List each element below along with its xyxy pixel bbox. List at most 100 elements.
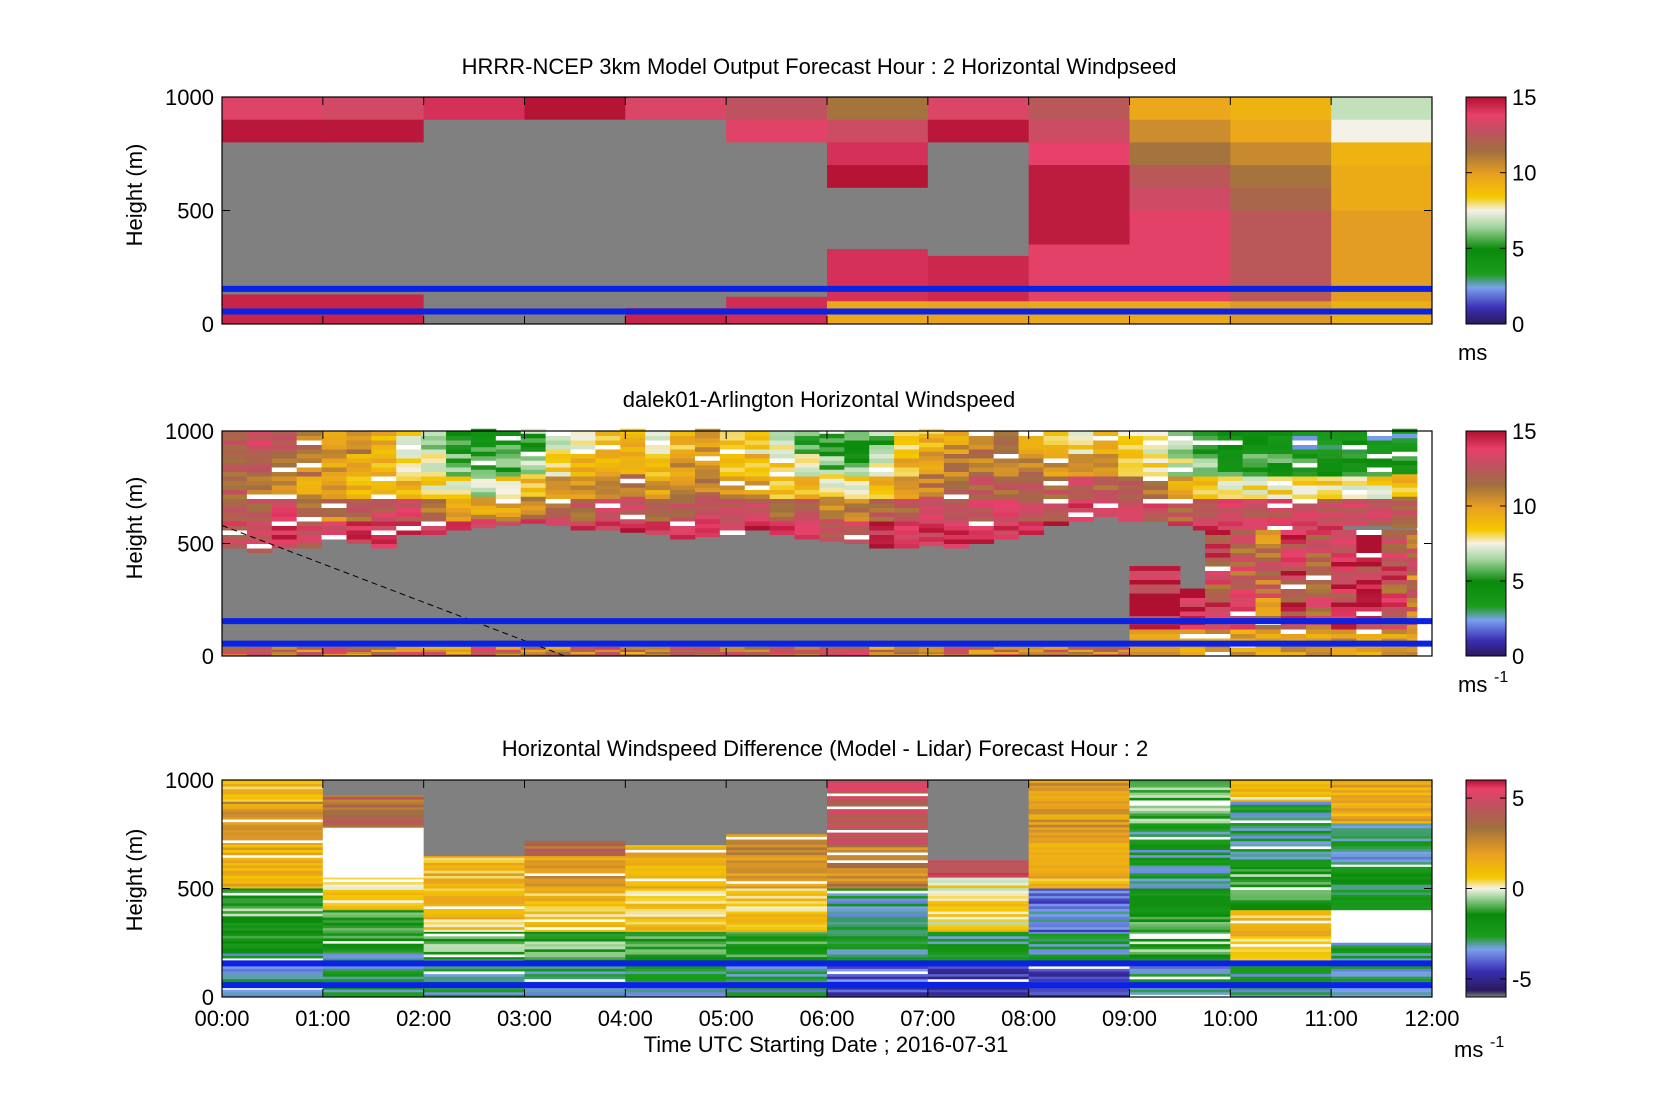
heatmap-cell xyxy=(495,489,522,495)
heatmap-cell xyxy=(844,480,870,486)
heatmap-cell xyxy=(1230,884,1332,888)
heatmap-cell xyxy=(1167,453,1194,459)
heatmap-cell xyxy=(570,444,596,450)
heatmap-cell xyxy=(1331,534,1357,540)
heatmap-cell xyxy=(1391,514,1418,520)
heatmap-cell xyxy=(222,530,248,535)
heatmap-cell xyxy=(726,986,828,990)
heatmap-cell xyxy=(246,530,273,535)
heatmap-cell xyxy=(625,870,727,874)
heatmap-cell xyxy=(446,512,472,517)
heatmap-cell xyxy=(1292,435,1318,441)
heatmap-cell xyxy=(694,523,721,529)
heatmap-cell xyxy=(719,485,746,490)
heatmap-cell xyxy=(322,849,425,853)
heatmap-cell xyxy=(1018,431,1044,436)
heatmap-cell xyxy=(993,503,1020,508)
heatmap-cell xyxy=(1292,485,1318,490)
heatmap-cell xyxy=(819,523,845,529)
heatmap-cell xyxy=(1230,925,1332,929)
heatmap-cell xyxy=(1356,647,1383,652)
heatmap-cell xyxy=(726,841,828,845)
heatmap-cell xyxy=(968,651,995,655)
heatmap-cell xyxy=(1230,994,1332,998)
heatmap-cell xyxy=(222,796,324,800)
heatmap-cell xyxy=(769,503,796,508)
heatmap-cell xyxy=(1331,633,1357,639)
heatmap-cell xyxy=(1028,885,1130,889)
heatmap-cell xyxy=(1205,633,1231,639)
heatmap-cell xyxy=(1331,561,1357,567)
heatmap-cell xyxy=(1406,611,1418,616)
heatmap-cell xyxy=(520,487,547,493)
heatmap-cell xyxy=(726,943,828,947)
heatmap-cell xyxy=(296,476,323,481)
heatmap-cell xyxy=(1205,530,1231,535)
heatmap-cell xyxy=(222,968,324,972)
heatmap-cell xyxy=(1331,957,1433,962)
missing-data-region xyxy=(322,780,425,796)
heatmap-cell xyxy=(719,449,746,454)
y-tick-label: 500 xyxy=(177,199,214,224)
heatmap-cell xyxy=(1381,557,1408,562)
heatmap-cell xyxy=(943,647,970,650)
heatmap-cell xyxy=(827,890,929,894)
heatmap-cell xyxy=(993,521,1020,526)
heatmap-cell xyxy=(927,97,1030,121)
heatmap-cell xyxy=(726,895,828,899)
heatmap-cell xyxy=(1255,593,1282,598)
heatmap-cell xyxy=(894,525,920,531)
heatmap-cell xyxy=(1305,575,1332,580)
heatmap-cell xyxy=(1391,433,1418,439)
heatmap-cell xyxy=(296,521,323,526)
heatmap-cell xyxy=(726,956,828,960)
heatmap-cell xyxy=(726,142,828,298)
heatmap-cell xyxy=(222,930,324,934)
heatmap-cell xyxy=(1018,516,1044,522)
heatmap-cell xyxy=(726,836,828,840)
y-tick-label: 500 xyxy=(177,532,214,557)
heatmap-cell xyxy=(421,453,447,459)
heatmap-cell xyxy=(827,787,929,791)
heatmap-cell xyxy=(1217,440,1244,445)
heatmap-cell xyxy=(423,908,525,912)
heatmap-cell xyxy=(1230,922,1332,926)
heatmap-cell xyxy=(1129,976,1231,980)
heatmap-cell xyxy=(869,534,895,540)
heatmap-cell xyxy=(1305,651,1332,657)
heatmap-cell xyxy=(827,905,929,909)
heatmap-cell xyxy=(1242,471,1269,477)
heatmap-cell xyxy=(222,449,248,454)
heatmap-cell xyxy=(371,647,397,650)
heatmap-cell xyxy=(620,469,646,475)
heatmap-cell xyxy=(1028,970,1130,975)
heatmap-cell xyxy=(423,913,525,917)
heatmap-cell xyxy=(1018,489,1044,495)
heatmap-cell xyxy=(670,651,696,655)
heatmap-cell xyxy=(1129,797,1231,801)
heatmap-cell xyxy=(927,864,1030,868)
heatmap-cell xyxy=(943,476,970,481)
heatmap-cell xyxy=(827,803,929,807)
heatmap-cell xyxy=(1230,897,1332,901)
x-tick-label: 11:00 xyxy=(1304,1006,1357,1031)
heatmap-cell xyxy=(446,653,472,657)
heatmap-cell xyxy=(645,525,671,531)
heatmap-cell xyxy=(1331,976,1433,980)
heatmap-cell xyxy=(1230,806,1332,811)
heatmap-cell xyxy=(726,916,828,920)
heatmap-cell xyxy=(322,822,425,826)
heatmap-cell xyxy=(993,485,1020,490)
heatmap-cell xyxy=(620,518,646,524)
heatmap-cell xyxy=(1205,539,1231,544)
heatmap-cell xyxy=(827,852,929,856)
heatmap-cell xyxy=(1018,525,1044,531)
heatmap-cell xyxy=(1331,843,1433,847)
heatmap-cell xyxy=(726,933,828,937)
heatmap-cell xyxy=(1267,435,1293,441)
heatmap-cell xyxy=(1028,948,1130,952)
heatmap-cell xyxy=(1230,796,1332,800)
heatmap-cell xyxy=(1292,507,1318,513)
heatmap-cell xyxy=(222,649,248,652)
heatmap-cell xyxy=(744,435,771,441)
